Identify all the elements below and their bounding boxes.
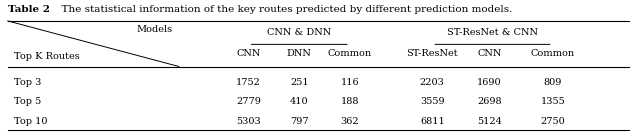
Text: 5124: 5124 bbox=[477, 117, 502, 126]
Text: 116: 116 bbox=[340, 78, 359, 87]
Text: 1355: 1355 bbox=[540, 97, 565, 106]
Text: 2698: 2698 bbox=[477, 97, 502, 106]
Text: 2203: 2203 bbox=[420, 78, 445, 87]
Text: 188: 188 bbox=[340, 97, 359, 106]
Text: 1752: 1752 bbox=[236, 78, 261, 87]
Text: ST-ResNet: ST-ResNet bbox=[406, 49, 458, 58]
Text: Table 2: Table 2 bbox=[8, 5, 50, 14]
Text: Top 5: Top 5 bbox=[14, 97, 42, 106]
Text: 1690: 1690 bbox=[477, 78, 502, 87]
Text: 5303: 5303 bbox=[236, 117, 261, 126]
Text: Models: Models bbox=[136, 25, 173, 34]
Text: Common: Common bbox=[531, 49, 575, 58]
Text: 2750: 2750 bbox=[540, 117, 565, 126]
Text: DNN: DNN bbox=[287, 49, 312, 58]
Text: The statistical information of the key routes predicted by different prediction : The statistical information of the key r… bbox=[55, 5, 513, 14]
Text: Top K Routes: Top K Routes bbox=[14, 52, 80, 61]
Text: 3559: 3559 bbox=[420, 97, 445, 106]
Text: Common: Common bbox=[328, 49, 372, 58]
Text: 797: 797 bbox=[290, 117, 308, 126]
Text: 809: 809 bbox=[543, 78, 562, 87]
Text: 6811: 6811 bbox=[420, 117, 445, 126]
Text: CNN: CNN bbox=[236, 49, 260, 58]
Text: 251: 251 bbox=[290, 78, 308, 87]
Text: ST-ResNet & CNN: ST-ResNet & CNN bbox=[447, 28, 538, 37]
Text: 362: 362 bbox=[340, 117, 359, 126]
Text: CNN: CNN bbox=[477, 49, 502, 58]
Text: Top 10: Top 10 bbox=[14, 117, 47, 126]
Text: CNN & DNN: CNN & DNN bbox=[267, 28, 332, 37]
Text: 410: 410 bbox=[290, 97, 308, 106]
Text: Top 3: Top 3 bbox=[14, 78, 42, 87]
Text: 2779: 2779 bbox=[236, 97, 261, 106]
